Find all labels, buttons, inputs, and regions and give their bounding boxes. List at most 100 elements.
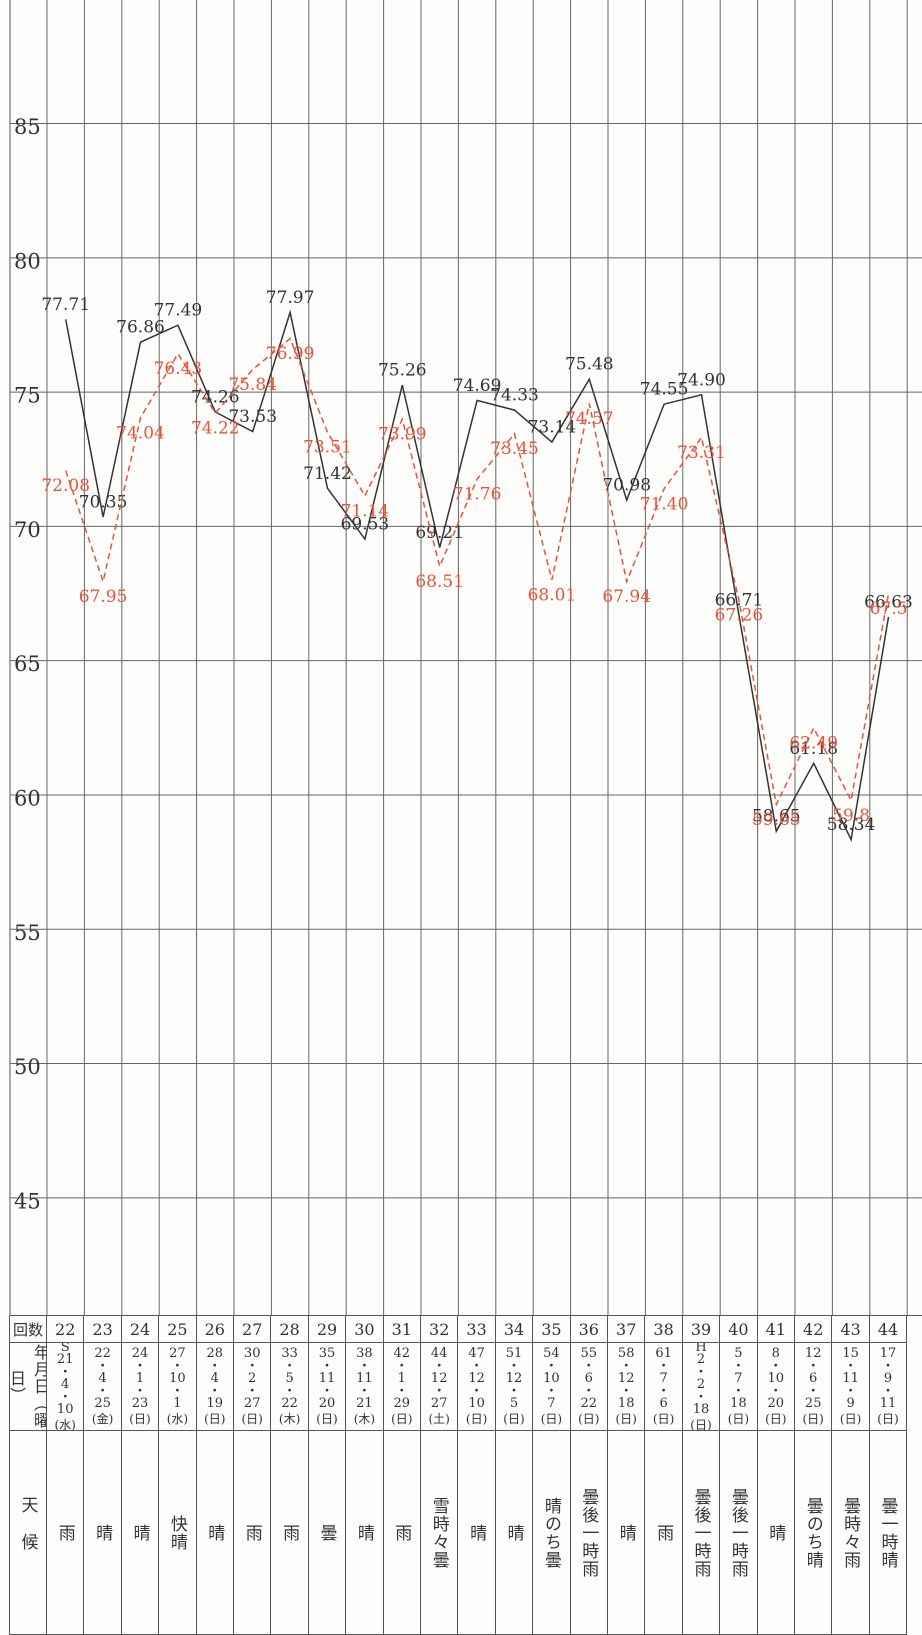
data-label: 75.26 — [378, 361, 427, 381]
date-cell: 8 ・ 10 ・ 20 (日) — [757, 1343, 795, 1431]
date-text: 38 ・ 11 ・ 21 — [356, 1346, 373, 1411]
data-label: 59.65 — [752, 810, 801, 830]
data-label: 77.97 — [266, 288, 315, 308]
date-text: 51 ・ 12 ・ 5 — [505, 1346, 523, 1411]
count-cell: 44 — [869, 1316, 908, 1343]
weekday-text: (日) — [503, 1411, 525, 1426]
date-cell: 27 ・ 10 ・ 1 (水) — [159, 1343, 197, 1431]
date-cell: 47 ・ 12 ・ 10 (日) — [458, 1343, 496, 1431]
data-label: 71.76 — [453, 485, 502, 505]
data-label: 70.35 — [79, 493, 128, 513]
data-label: 67.95 — [79, 587, 128, 607]
weather-cell: 曇後一時雨 — [570, 1431, 608, 1635]
weather-cell: 雨 — [47, 1431, 85, 1635]
count-cell: 28 — [271, 1316, 309, 1343]
weekday-text: (日) — [129, 1411, 151, 1426]
date-text: 28 ・ 4 ・ 19 — [206, 1346, 224, 1411]
series-line — [64, 337, 890, 807]
weather-cell: 晴 — [608, 1431, 646, 1635]
date-cell: 55 ・ 6 ・ 22 (日) — [570, 1343, 608, 1431]
count-cell: 33 — [458, 1316, 496, 1343]
count-cell: 43 — [832, 1316, 870, 1343]
count-header: 回数 — [10, 1316, 47, 1343]
weekday-text: (日) — [316, 1411, 338, 1426]
weather-cell: 晴 — [495, 1431, 534, 1635]
count-cell: 42 — [795, 1316, 833, 1343]
data-label: 73.99 — [378, 425, 427, 445]
data-label: 75.84 — [228, 375, 277, 395]
data-label: 74.57 — [565, 409, 614, 429]
date-text: 22 ・ 4 ・ 25 — [94, 1346, 111, 1411]
y-tick-label: 45 — [14, 1189, 41, 1213]
weather-header: 天候 — [10, 1431, 47, 1635]
data-label: 76.86 — [116, 318, 165, 338]
data-label: 62.49 — [789, 734, 838, 754]
weather-cell: 晴 — [196, 1431, 234, 1635]
data-label: 71.40 — [640, 494, 689, 514]
date-text: 24 ・ 1 ・ 23 — [131, 1346, 149, 1411]
count-cell: 34 — [495, 1316, 534, 1343]
weather-cell: 晴 — [84, 1431, 122, 1635]
data-label: 67.94 — [602, 587, 651, 607]
data-label: 73.45 — [490, 439, 539, 459]
date-cell: 22 ・ 4 ・ 25 (金) — [84, 1343, 122, 1431]
weather-cell: 雨 — [271, 1431, 309, 1635]
count-cell: 23 — [84, 1316, 122, 1343]
count-cell: 39 — [682, 1316, 721, 1343]
date-cell: 54 ・ 10 ・ 7 (日) — [533, 1343, 571, 1431]
data-label: 75.48 — [565, 355, 614, 375]
y-tick-label: 50 — [14, 1055, 41, 1079]
weather-cell: 雪時々曇 — [421, 1431, 459, 1635]
date-text: 58 ・ 12 ・ 18 — [617, 1346, 635, 1411]
count-cell: 24 — [121, 1316, 160, 1343]
data-label: 68.51 — [415, 572, 464, 592]
weekday-text: (水) — [166, 1411, 189, 1426]
weather-cell: 曇時々雨 — [832, 1431, 870, 1635]
data-label: 73.53 — [228, 407, 277, 427]
y-tick-label: 85 — [14, 115, 41, 139]
date-text: 55 ・ 6 ・ 22 — [580, 1346, 598, 1411]
count-cell: 29 — [308, 1316, 347, 1343]
date-text: 12 ・ 6 ・ 25 — [804, 1346, 822, 1411]
count-cell: 38 — [645, 1316, 683, 1343]
date-text: 8 ・ 10 ・ 20 — [767, 1346, 785, 1411]
date-text: 47 ・ 12 ・ 10 — [468, 1346, 485, 1411]
date-text: 44 ・ 12 ・ 27 — [430, 1346, 448, 1411]
weather-cell: 晴 — [458, 1431, 496, 1635]
data-label: 73.31 — [677, 443, 726, 463]
weekday-text: (日) — [540, 1411, 563, 1426]
data-label: 76.43 — [154, 359, 203, 379]
data-label: 74.22 — [191, 419, 240, 439]
date-text: S 21 ・ 4 ・ 10 — [56, 1343, 74, 1418]
date-cell: S 21 ・ 4 ・ 10 (水) — [47, 1343, 85, 1431]
data-label: 58.65 — [752, 807, 801, 827]
data-label: 72.08 — [41, 476, 90, 496]
date-text: 30 ・ 2 ・ 27 — [243, 1346, 261, 1411]
data-label: 67.26 — [715, 605, 764, 625]
date-text: 35 ・ 11 ・ 20 — [318, 1346, 336, 1411]
y-tick-label: 80 — [14, 249, 41, 273]
date-text: 17 ・ 9 ・ 11 — [879, 1346, 897, 1411]
data-label: 71.14 — [341, 501, 390, 521]
data-label: 74.33 — [490, 386, 539, 406]
data-label: 61.18 — [789, 739, 838, 759]
weather-cell: 曇一時晴 — [869, 1431, 908, 1635]
weather-cell: 曇 — [308, 1431, 347, 1635]
count-cell: 26 — [196, 1316, 234, 1343]
date-cell: 15 ・ 11 ・ 9 (日) — [832, 1343, 870, 1431]
count-cell: 27 — [234, 1316, 272, 1343]
y-tick-label: 55 — [14, 921, 41, 945]
count-cell: 40 — [720, 1316, 758, 1343]
date-header: 年月日（曜日） — [10, 1343, 47, 1431]
data-label: 77.71 — [41, 295, 90, 315]
count-cell: 30 — [346, 1316, 384, 1343]
weather-cell: 曇後一時雨 — [720, 1431, 758, 1635]
date-cell: 24 ・ 1 ・ 23 (日) — [121, 1343, 160, 1431]
data-label: 77.49 — [154, 301, 203, 321]
date-cell: 28 ・ 4 ・ 19 (日) — [196, 1343, 234, 1431]
count-cell: 25 — [159, 1316, 197, 1343]
weekday-text: (日) — [578, 1411, 600, 1426]
data-label: 71.42 — [303, 464, 352, 484]
